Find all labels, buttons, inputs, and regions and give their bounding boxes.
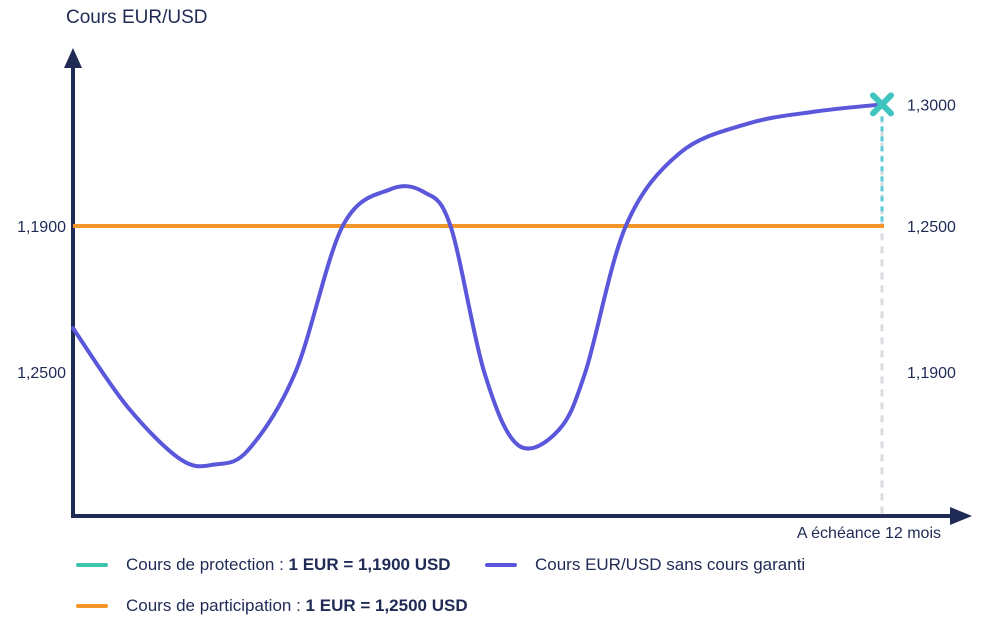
legend-swatch-spot [485, 563, 517, 567]
chart-axes [64, 48, 972, 525]
x-axis-arrow [950, 507, 972, 525]
legend-text-protection: Cours de protection : [126, 555, 289, 574]
y-tick-label: 1,1900 [17, 219, 66, 236]
rate-curve [71, 92, 894, 469]
legend-swatch-participation [76, 604, 108, 608]
end-value-label: 1,1900 [907, 365, 956, 382]
legend-item-protection: Cours de protection : 1 EUR = 1,1900 USD [76, 555, 451, 575]
end-marker-x [870, 92, 894, 117]
legend-value-protection: 1 EUR = 1,1900 USD [288, 555, 451, 574]
end-labels: 1,1900 1,2500 1,3000 [907, 97, 956, 382]
x-axis-label: A échéance 12 mois [797, 525, 941, 542]
chart-title: Cours EUR/USD [66, 7, 207, 28]
legend-text-spot: Cours EUR/USD sans cours garanti [535, 555, 806, 574]
reference-lines [73, 224, 884, 374]
legend-text-participation: Cours de participation : [126, 596, 306, 615]
end-value-label: 1,3000 [907, 97, 956, 114]
legend-swatch-protection [76, 563, 108, 567]
end-value-label: 1,2500 [907, 219, 956, 236]
line-eur-usd-spot [71, 102, 884, 469]
y-tick-labels: 1,2500 1,1900 [17, 219, 66, 382]
legend-item-spot: Cours EUR/USD sans cours garanti [485, 555, 805, 575]
y-tick-label: 1,2500 [17, 365, 66, 382]
legend-value-participation: 1 EUR = 1,2500 USD [305, 596, 468, 615]
legend-item-participation: Cours de participation : 1 EUR = 1,2500 … [76, 596, 468, 616]
y-axis-arrow [64, 48, 82, 68]
